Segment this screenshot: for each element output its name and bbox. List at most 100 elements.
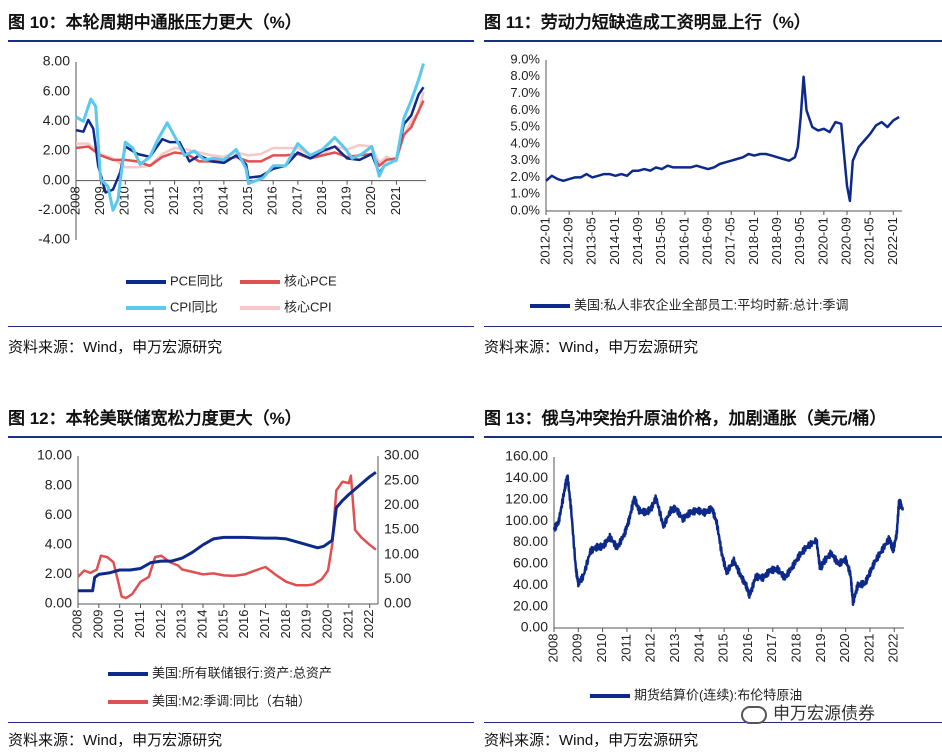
x-tick-label: 2018-01	[746, 217, 761, 265]
y-tick-label: 20.00	[513, 597, 548, 613]
y-tick-label-left: 4.00	[45, 536, 72, 552]
x-tick-label: 2018	[314, 186, 329, 215]
x-tick-label: 2018	[278, 610, 293, 639]
chart-title: 图 13：俄乌冲突抬升原油价格，加剧通胀（美元/桶）	[484, 409, 887, 428]
y-tick-label: 9.0%	[510, 51, 540, 66]
x-tick-label: 2020	[319, 610, 334, 639]
legend-core-pce-label: 核心PCE	[284, 273, 337, 288]
watermark-text: 申万宏源债券	[773, 704, 875, 723]
y-tick-label: 0.00	[43, 171, 70, 187]
x-tick-label: 2014-01	[607, 217, 622, 265]
title-rule	[484, 436, 942, 438]
y-tick-label: -2.00	[38, 201, 70, 217]
y-tick-label: 6.00	[43, 82, 70, 98]
y-tick-label: 160.00	[505, 448, 548, 464]
x-tick-label: 2021	[861, 634, 876, 663]
x-tick-label: 2015-05	[653, 217, 668, 265]
x-tick-label: 2010	[117, 186, 132, 215]
chart-wages: 9.0% 8.0% 7.0% 6.0% 5.0%4.0% 3.0% 2.0% 1.0%0.0%…	[510, 51, 902, 312]
legend-fed-label: 美国:所有联储银行:资产:总资产	[152, 665, 332, 680]
x-tick-label: 2020-01	[815, 217, 830, 265]
x-tick-label: 2013-05	[584, 217, 599, 265]
chart-title: 图 11：劳动力短缺造成工资明显上行（%）	[484, 13, 811, 32]
series-line-fed	[78, 471, 377, 593]
y-tick-label: 0.0%	[510, 202, 540, 217]
x-tick-label: 2012-01	[537, 217, 552, 265]
source-note: 资料来源：Wind，申万宏源研究	[484, 339, 699, 356]
x-tick-label: 2016-09	[700, 217, 715, 265]
source-note: 资料来源：Wind，申万宏源研究	[484, 732, 699, 749]
x-tick-label: 2012	[643, 634, 658, 663]
footer-rule	[484, 722, 942, 723]
x-tick-label: 2016	[236, 610, 251, 639]
x-tick-label: 2020	[837, 634, 852, 663]
y-tick-label: 5.0%	[510, 119, 540, 134]
panel-brent-oil: 图 13：俄乌冲突抬升原油价格，加剧通胀（美元/桶） 160.00 140.00 1…	[484, 404, 942, 754]
legend-core-cpi-label: 核心CPI	[284, 299, 332, 314]
y-tick-label: 4.0%	[510, 135, 540, 150]
series-line-brent	[552, 474, 905, 607]
x-tick-label: 2012-09	[561, 217, 576, 265]
x-tick-label: 2016	[265, 186, 280, 215]
x-tick-label: 2015	[215, 610, 230, 639]
y-tick-label-right: 10.00	[384, 545, 419, 561]
series-line	[545, 75, 900, 203]
x-tick-label: 2022-01	[885, 217, 900, 265]
x-tick-label: 2011	[618, 634, 633, 662]
y-tick-label-left: 6.00	[45, 506, 72, 522]
chart-pce-cpi: 8.00 6.00 4.00 2.00 0.00 -2.00 -4.00 2008 2009 20…	[38, 53, 426, 314]
y-tick-label: 0.00	[521, 619, 548, 635]
x-tick-label: 2016	[740, 634, 755, 663]
x-tick-label: 2008	[545, 634, 560, 663]
x-tick-label: 2012	[166, 186, 181, 215]
wechat-icon	[741, 705, 767, 724]
x-tick-label: 2008	[67, 186, 82, 215]
y-tick-label: 80.00	[513, 533, 548, 549]
series-line	[75, 86, 425, 194]
x-tick-label: 2021	[340, 610, 355, 639]
x-tick-label: 2010	[111, 610, 126, 639]
x-tick-label: 2009	[90, 610, 105, 639]
x-tick-label: 2021-05	[862, 217, 877, 265]
y-tick-label: 6.0%	[510, 102, 540, 117]
title-rule	[8, 436, 474, 438]
y-tick-label: 60.00	[513, 555, 548, 571]
legend-pce-label: PCE同比	[170, 273, 223, 288]
legend-wages-label: 美国:私人非农企业全部员工:平均时薪:总计:季调	[574, 297, 848, 312]
chart-title: 图 12：本轮美联储宽松力度更大（%）	[8, 409, 302, 428]
x-tick-label: 2009	[92, 186, 107, 215]
series-line	[76, 91, 425, 169]
x-tick-label: 2019	[339, 186, 354, 215]
panel-wages: 图 11：劳动力短缺造成工资明显上行（%） 9.0% 8.0% 7.0% 6.0% 5.…	[484, 8, 942, 360]
y-tick-label: 2.0%	[510, 169, 540, 184]
y-tick-label-right: 5.00	[384, 570, 411, 586]
y-tick-label: 7.0%	[510, 85, 540, 100]
x-tick-label: 2015	[716, 634, 731, 663]
y-tick-label-left: 2.00	[45, 565, 72, 581]
x-tick-label: 2013	[174, 610, 189, 639]
y-tick-label: 8.0%	[510, 68, 540, 83]
x-tick-label: 2016-01	[676, 217, 691, 265]
x-tick-label: 2019	[299, 610, 314, 639]
title-rule	[484, 40, 942, 42]
x-tick-label: 2017	[289, 186, 304, 215]
x-tick-label: 2020-09	[838, 217, 853, 265]
y-tick-label: 40.00	[513, 576, 548, 592]
series-line	[75, 63, 425, 212]
legend-cpi-label: CPI同比	[170, 299, 218, 314]
x-tick-label: 2011	[132, 610, 147, 638]
x-tick-label: 2008	[69, 610, 84, 639]
footer-rule	[8, 722, 474, 723]
source-note: 资料来源：Wind，申万宏源研究	[8, 339, 223, 356]
x-tick-label: 2022	[886, 634, 901, 663]
x-tick-label: 2014-09	[630, 217, 645, 265]
x-tick-label: 2013	[667, 634, 682, 663]
y-tick-label-right: 15.00	[384, 521, 419, 537]
legend-brent-label: 期货结算价(连续):布伦特原油	[634, 687, 802, 702]
chart-fed-assets: 10.00 8.00 6.00 4.00 2.00 0.00 30.00 25.00 20.00…	[37, 447, 419, 709]
panel-fed-assets: 图 12：本轮美联储宽松力度更大（%） 10.00 8.00 6.00 4.00 2.0…	[8, 404, 474, 754]
legend-m2-label: 美国:M2:季调:同比（右轴）	[152, 693, 311, 708]
watermark: 申万宏源债券	[741, 699, 875, 724]
x-tick-label: 2018	[788, 634, 803, 663]
x-tick-label: 2020	[363, 186, 378, 215]
